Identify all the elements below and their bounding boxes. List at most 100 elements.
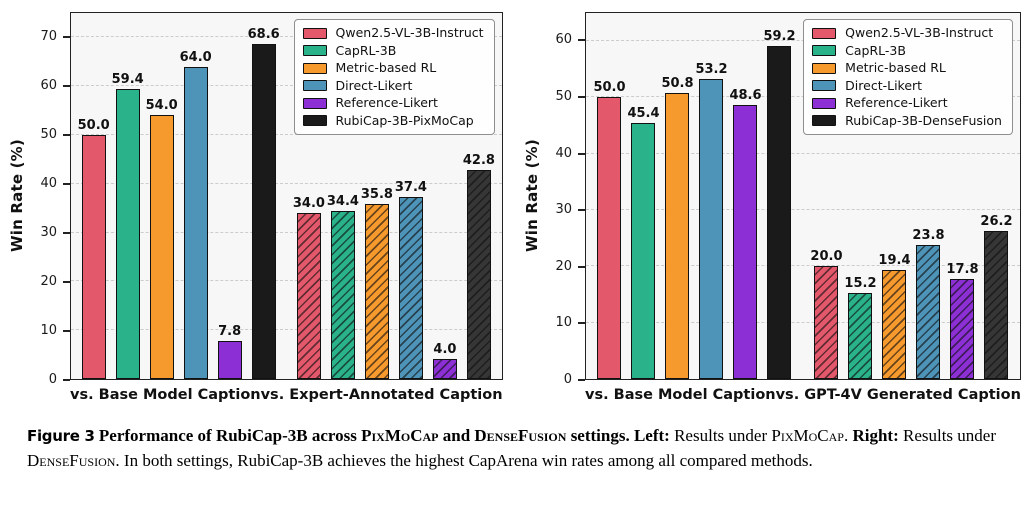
bar-reference-likert [432, 359, 457, 379]
legend-swatch [302, 115, 327, 126]
y-tick-label: 0 [563, 372, 572, 387]
bar-qwen2-5-vl-3b-instruct [814, 266, 839, 379]
bar-group-vs-base-model-caption: 50.0 45.4 50.8 53.2 48.6 59.2 [586, 13, 803, 379]
bar-column-caprl-3b: 34.4 [327, 13, 359, 379]
caption-segment: Right: [852, 426, 899, 445]
bar-value-label: 50.0 [77, 118, 110, 133]
legend-label: Metric-based RL [335, 60, 437, 75]
y-tick-mark [578, 209, 585, 212]
legend-swatch [812, 45, 837, 56]
caption-segment: . In both settings, RubiCap-3B achieves … [115, 450, 813, 470]
bar-column-rubicap-3b-densefusion: 59.2 [763, 13, 796, 379]
bar-reference-likert [950, 278, 975, 379]
bar-caprl-3b [115, 89, 140, 379]
bar-groups: 50.0 59.4 54.0 64.0 7.8 68.6 34.0 34.4 35.8 37.4 4… [71, 13, 502, 379]
bar-column-reference-likert: 48.6 [729, 13, 762, 379]
caption-segment: DenseFusion [27, 450, 116, 470]
y-tick-label: 50 [555, 88, 572, 104]
x-axis-labels: vs. Base Model Caption vs. Expert-Annotat… [70, 380, 503, 410]
bar-value-label: 59.4 [111, 72, 144, 88]
y-tick-mark [578, 95, 585, 98]
bar-reference-likert [733, 105, 758, 379]
y-tick-mark [63, 280, 70, 283]
bar-rubicap-3b-densefusion [767, 45, 792, 379]
y-tick-mark [63, 133, 70, 136]
caption-segment: Results under [898, 426, 997, 445]
caption-segment: and [438, 426, 475, 445]
y-tick-label: 30 [40, 224, 57, 240]
gridline [586, 209, 1020, 211]
caption-segment: Figure 3 [27, 427, 95, 445]
gridline [586, 152, 1020, 154]
bar-column-reference-likert: 7.8 [217, 13, 242, 379]
charts-row: Win Rate (%) 0 10 20 30 40 50 60 70 50.0 59.4 54.0 6… [8, 12, 1021, 410]
legend: Qwen2.5-VL-3B-Instruct CapRL-3B Metric-bas… [803, 19, 1013, 135]
caption-segment: Results under [669, 426, 772, 445]
gridline [71, 329, 502, 331]
caption-segment: . [843, 426, 853, 445]
y-tick-mark [63, 182, 70, 185]
legend-swatch [302, 97, 327, 109]
legend-label: Reference-Likert [845, 95, 948, 110]
y-tick-mark [578, 265, 585, 268]
y-tick-label: 60 [555, 32, 572, 48]
bar-column-reference-likert: 4.0 [432, 13, 457, 379]
x-axis-labels: vs. Base Model Caption vs. GPT-4V Generat… [585, 380, 1021, 410]
y-axis-ticks: 0 10 20 30 40 50 60 70 [28, 12, 70, 387]
bar-column-metric-based-rl: 54.0 [146, 13, 178, 379]
bar-group-vs-gpt-4v-generated-caption: 20.0 15.2 19.4 23.8 17.8 26.2 [803, 13, 1020, 379]
y-tick-label: 70 [40, 28, 57, 44]
bar-value-label: 54.0 [145, 98, 178, 114]
legend-swatch [812, 62, 837, 74]
legend-swatch [812, 115, 837, 126]
bar-caprl-3b [330, 211, 355, 379]
bar-group-vs-expert-annotated-caption: 34.0 34.4 35.8 37.4 4.0 42.8 [286, 13, 501, 379]
y-axis-ticks: 0 10 20 30 40 50 60 [543, 12, 585, 387]
bar-rubicap-3b-pixmocap [251, 44, 276, 379]
legend-label: CapRL-3B [335, 42, 397, 58]
legend-item-rubicap-3b-densefusion: RubiCap-3B-DenseFusion [812, 113, 1002, 128]
legend-item-reference-likert: Reference-Likert [302, 96, 484, 110]
y-tick-mark [578, 39, 585, 42]
caption-segment: settings. [566, 426, 634, 445]
bar-column-caprl-3b: 45.4 [627, 13, 660, 379]
bar-rubicap-3b-densefusion [984, 231, 1009, 379]
gridline [71, 36, 502, 38]
gridline [71, 280, 502, 282]
bar-column-qwen2-5-vl-3b-instruct: 50.0 [78, 13, 110, 379]
bar-direct-likert [916, 245, 941, 379]
bar-rubicap-3b-pixmocap [466, 170, 491, 379]
bar-direct-likert [183, 66, 208, 379]
bar-metric-based-rl [149, 115, 174, 379]
legend-swatch [812, 80, 837, 91]
y-tick-mark [63, 379, 70, 381]
plot-area: 50.0 59.4 54.0 64.0 7.8 68.6 34.0 34.4 35.8 37.4 4… [70, 12, 503, 380]
bar-qwen2-5-vl-3b-instruct [296, 213, 321, 379]
legend-swatch [302, 62, 327, 74]
legend-swatch [812, 97, 837, 109]
y-tick-label: 40 [555, 145, 572, 161]
bar-metric-based-rl [364, 204, 389, 379]
legend-label: Metric-based RL [845, 60, 946, 75]
legend-item-qwen2-5-vl-3b-instruct: Qwen2.5-VL-3B-Instruct [302, 26, 484, 40]
gridline [71, 134, 502, 135]
bar-column-rubicap-3b-densefusion: 26.2 [980, 13, 1013, 379]
bar-value-label: 23.8 [912, 228, 945, 243]
bar-value-label: 53.2 [695, 62, 728, 78]
bar-direct-likert [699, 79, 724, 379]
bar-column-rubicap-3b-pixmocap: 42.8 [463, 13, 495, 379]
legend-item-rubicap-3b-pixmocap: RubiCap-3B-PixMoCap [302, 113, 484, 128]
bar-qwen2-5-vl-3b-instruct [81, 135, 106, 379]
bar-direct-likert [398, 196, 423, 379]
bar-value-label: 59.2 [763, 28, 796, 44]
bar-column-qwen2-5-vl-3b-instruct: 20.0 [810, 13, 843, 379]
y-tick-label: 10 [40, 322, 57, 338]
bar-column-direct-likert: 37.4 [395, 13, 427, 379]
bar-value-label: 19.4 [878, 252, 911, 268]
x-category-label: vs. Expert-Annotated Caption [260, 387, 503, 403]
bar-reference-likert [217, 340, 242, 379]
chart-densefusion: Win Rate (%) 0 10 20 30 40 50 60 50.0 45.4 50.8 53.… [521, 12, 1021, 410]
y-tick-label: 40 [40, 175, 57, 191]
legend-item-reference-likert: Reference-Likert [812, 96, 1002, 110]
bar-value-label: 7.8 [218, 323, 242, 339]
